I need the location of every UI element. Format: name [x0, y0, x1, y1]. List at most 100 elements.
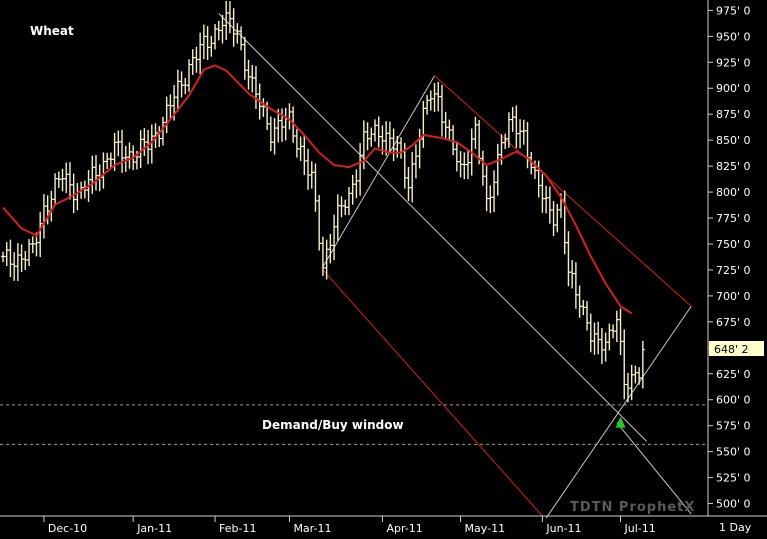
x-tick-label: Feb-11 [219, 522, 256, 535]
price-bar [209, 35, 214, 57]
price-bar [138, 130, 143, 169]
price-bar [198, 32, 203, 75]
price-bar [544, 185, 549, 214]
chart-title: Wheat [30, 24, 74, 38]
price-bar [15, 243, 20, 281]
trend-line [545, 305, 692, 519]
price-bar [190, 49, 195, 75]
x-axis-ticks: Dec-10 Jan-11 Feb-11 Mar-11 Apr-11 May-11 Jun-… [43, 516, 656, 535]
price-bar [633, 365, 638, 384]
price-bar [492, 170, 497, 213]
price-bar [365, 122, 370, 151]
price-bar [346, 186, 351, 216]
price-bar [53, 173, 58, 206]
price-bar [313, 163, 318, 212]
price-bar [19, 244, 24, 273]
price-bar [637, 367, 642, 385]
y-tick-label: 975' 0 [716, 4, 751, 17]
price-bar [395, 135, 400, 158]
price-bar [581, 299, 586, 316]
x-tick-label: Jun-11 [545, 522, 581, 535]
price-bar [588, 313, 593, 353]
price-bar [324, 239, 329, 280]
price-bar [622, 329, 627, 400]
price-bar [302, 134, 307, 176]
last-price-box [709, 341, 764, 356]
price-bar [599, 327, 604, 364]
price-bar [443, 111, 448, 140]
price-bar [510, 107, 515, 132]
last-price-label: 648' 2 [714, 343, 749, 356]
price-bar [518, 119, 523, 149]
price-bar [480, 150, 485, 186]
watermark: TDTN ProphetX [570, 500, 695, 515]
plot-background [0, 0, 708, 516]
price-bar [555, 203, 560, 233]
y-tick-label: 600' 0 [716, 394, 751, 407]
price-bar [343, 199, 348, 216]
price-bar [339, 196, 344, 218]
price-bar [317, 194, 322, 251]
buy-signal [615, 416, 626, 428]
price-bar [294, 128, 299, 158]
y-tick-label: 900' 0 [716, 82, 751, 95]
price-bar [205, 26, 210, 60]
price-bar [1, 251, 5, 263]
price-bar [421, 101, 426, 148]
trend-line [322, 269, 543, 517]
price-bar [521, 119, 526, 145]
price-bar [201, 24, 206, 60]
trend-lines [218, 13, 692, 519]
y-tick-label: 850' 0 [716, 134, 751, 147]
price-bar [369, 127, 374, 147]
price-bar [607, 323, 612, 351]
price-bar [56, 171, 61, 188]
price-bar [242, 36, 247, 80]
price-bar [105, 152, 110, 170]
price-bar [596, 321, 601, 355]
price-bar [410, 151, 415, 203]
price-bar [454, 141, 459, 172]
price-bar [603, 332, 608, 362]
price-bar [160, 116, 165, 146]
price-bar [503, 133, 508, 150]
price-bar [473, 116, 478, 149]
x-tick-label: Jul-11 [624, 522, 656, 535]
y-tick-label: 625' 0 [716, 368, 751, 381]
price-bar [566, 231, 571, 287]
trend-line [434, 75, 692, 307]
price-bar [127, 142, 132, 169]
price-bar [94, 155, 98, 191]
y-tick-label: 725' 0 [716, 264, 751, 277]
price-bar [373, 119, 377, 142]
x-tick-label: Apr-11 [386, 522, 422, 535]
y-tick-label: 500' 0 [716, 498, 751, 511]
price-bar [384, 121, 389, 156]
price-bar [213, 24, 218, 50]
moving-average [2, 64, 633, 315]
price-bar [328, 233, 333, 264]
price-bar [108, 152, 113, 168]
price-bar [447, 119, 452, 140]
price-bar [227, 1, 232, 34]
price-bar [436, 81, 441, 112]
price-bar [611, 324, 616, 339]
price-bar [350, 174, 355, 205]
price-bar [514, 105, 519, 148]
price-bar [90, 155, 95, 194]
y-tick-label: 825' 0 [716, 160, 751, 173]
price-bar [4, 242, 9, 267]
price-bar [358, 143, 363, 196]
price-bar [250, 64, 255, 93]
price-bar [376, 116, 381, 148]
buy-signal-arrow-icon [615, 416, 626, 428]
y-tick-label: 775' 0 [716, 212, 751, 225]
price-bar [573, 262, 578, 309]
price-bar [614, 310, 619, 343]
buy-window-lines [0, 404, 708, 445]
price-bar [12, 252, 17, 281]
price-bar [175, 69, 180, 112]
y-tick-label: 700' 0 [716, 290, 751, 303]
